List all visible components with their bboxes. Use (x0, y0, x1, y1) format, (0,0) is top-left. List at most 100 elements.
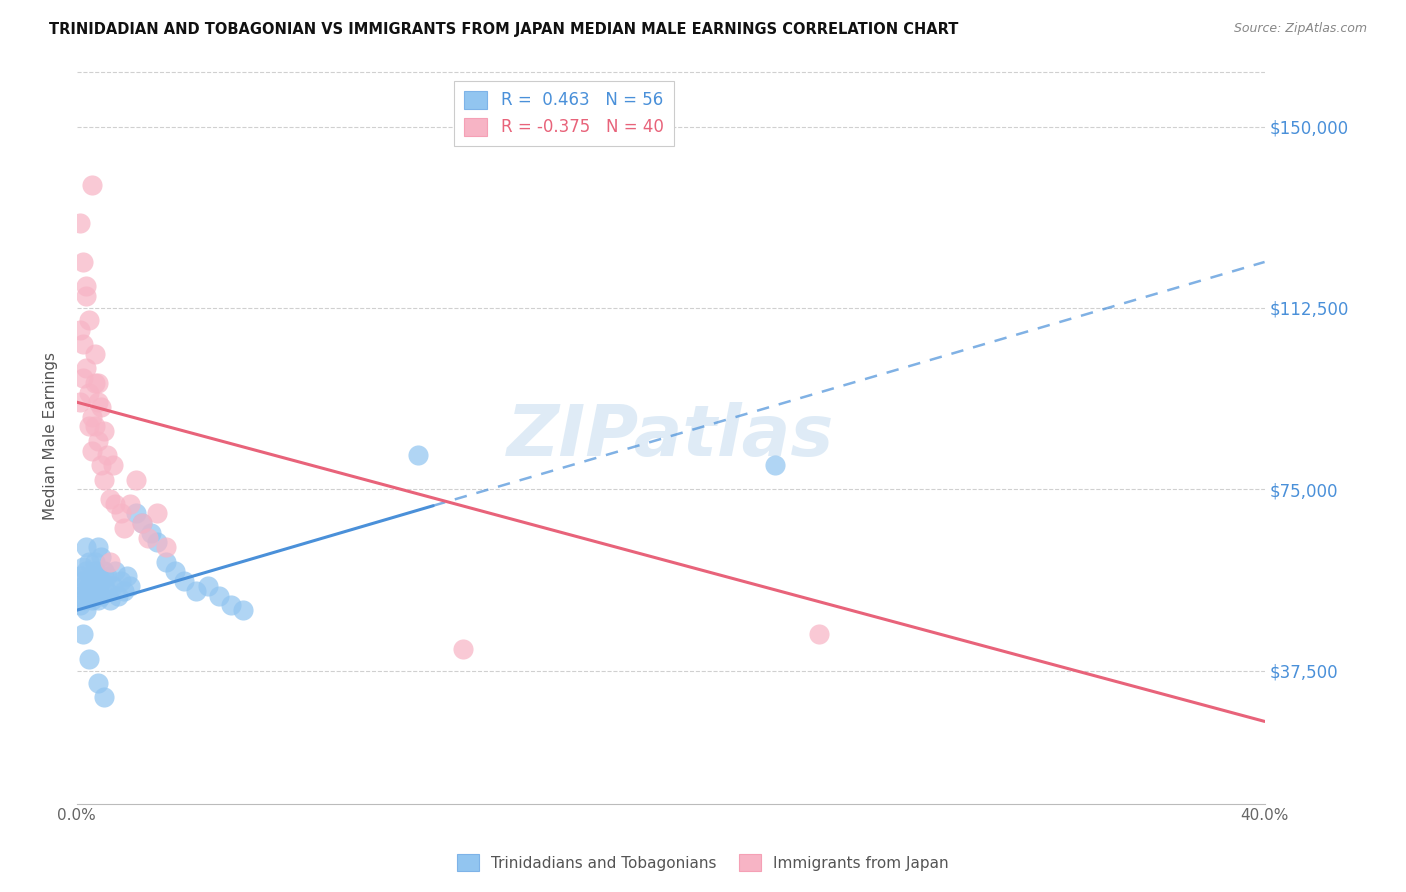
Point (101, 458, 124, 472)
Point (69, 395, 91, 409)
Point (86, 395, 108, 409)
Point (72, 371, 94, 385)
Point (110, 507, 132, 521)
Point (232, 603, 254, 617)
Point (72, 579, 94, 593)
Point (69, 599, 91, 613)
Point (77, 419, 100, 434)
Point (219, 599, 242, 613)
Point (139, 525, 162, 540)
Point (86, 675, 108, 690)
Point (120, 579, 142, 593)
Point (120, 497, 142, 511)
Point (75, 361, 97, 376)
Point (104, 565, 127, 579)
Point (98, 593, 121, 607)
Legend: Trinidadians and Tobagonians, Immigrants from Japan: Trinidadians and Tobagonians, Immigrants… (451, 848, 955, 877)
Point (75, 583, 97, 598)
Legend: R =  0.463   N = 56, R = -0.375   N = 40: R = 0.463 N = 56, R = -0.375 N = 40 (454, 80, 673, 146)
Point (72, 574, 94, 589)
Point (125, 507, 148, 521)
Point (146, 535, 169, 549)
Point (104, 497, 127, 511)
Point (86, 593, 108, 607)
Point (69, 216, 91, 230)
Point (83, 376, 105, 390)
Point (93, 690, 115, 705)
Point (80, 443, 103, 458)
Point (77, 385, 100, 400)
Point (98, 555, 121, 569)
Y-axis label: Median Male Earnings: Median Male Earnings (44, 352, 58, 520)
Point (93, 565, 115, 579)
Point (86, 569, 108, 583)
Point (184, 583, 207, 598)
Point (86, 434, 108, 448)
Point (80, 569, 103, 583)
Point (93, 579, 115, 593)
Point (408, 449, 430, 463)
Point (90, 574, 112, 589)
Point (131, 516, 153, 530)
Point (117, 569, 139, 583)
Point (77, 589, 100, 603)
Point (72, 337, 94, 351)
Text: TRINIDADIAN AND TOBAGONIAN VS IMMIGRANTS FROM JAPAN MEDIAN MALE EARNINGS CORRELA: TRINIDADIAN AND TOBAGONIAN VS IMMIGRANTS… (49, 22, 959, 37)
Point (83, 347, 105, 361)
Point (107, 589, 129, 603)
Point (75, 541, 97, 555)
Point (75, 279, 97, 293)
Point (93, 473, 115, 487)
Point (155, 555, 177, 569)
Point (125, 473, 148, 487)
Point (75, 603, 97, 617)
Point (69, 589, 91, 603)
Point (146, 507, 169, 521)
Point (80, 178, 103, 192)
Point (96, 583, 118, 598)
Point (112, 521, 135, 535)
Point (90, 400, 112, 414)
Point (90, 458, 112, 472)
Point (83, 419, 105, 434)
Point (69, 569, 91, 583)
Point (83, 555, 105, 569)
Point (163, 565, 186, 579)
Point (69, 323, 91, 337)
Point (77, 313, 100, 327)
Point (98, 491, 121, 506)
Text: ZIPatlas: ZIPatlas (508, 401, 834, 471)
Point (72, 593, 94, 607)
Point (110, 574, 132, 589)
Point (75, 565, 97, 579)
Point (808, 627, 831, 641)
Point (451, 641, 474, 656)
Point (80, 409, 103, 424)
Point (136, 531, 159, 545)
Point (173, 574, 195, 589)
Point (131, 516, 153, 530)
Point (80, 593, 103, 607)
Point (72, 627, 94, 641)
Point (75, 289, 97, 303)
Point (77, 651, 100, 665)
Point (86, 541, 108, 555)
Point (763, 458, 786, 472)
Point (208, 589, 231, 603)
Point (72, 255, 94, 269)
Point (77, 579, 100, 593)
Point (101, 579, 124, 593)
Point (155, 541, 177, 555)
Point (77, 555, 100, 569)
Point (83, 583, 105, 598)
Point (90, 549, 112, 564)
Point (90, 589, 112, 603)
Point (96, 449, 118, 463)
Point (83, 565, 105, 579)
Point (86, 376, 108, 390)
Point (80, 579, 103, 593)
Point (96, 569, 118, 583)
Point (112, 583, 135, 598)
Point (72, 559, 94, 574)
Point (197, 579, 219, 593)
